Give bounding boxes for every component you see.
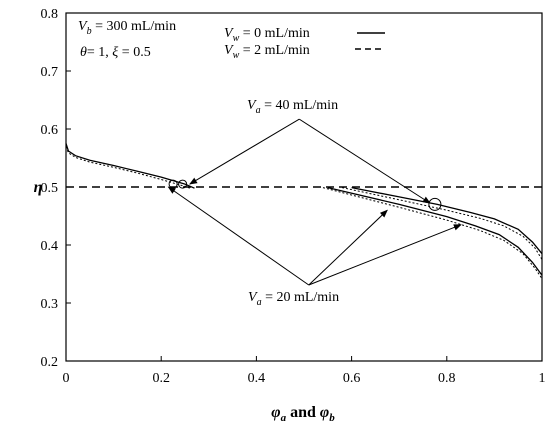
condition-vb: Vb = 300 mL/min bbox=[78, 19, 176, 37]
series-line-4 bbox=[327, 186, 543, 276]
y-tick-label: 0.8 bbox=[41, 7, 59, 22]
x-tick-label: 0.6 bbox=[343, 371, 361, 386]
intersection-marker-2 bbox=[428, 197, 442, 211]
series-line-2 bbox=[351, 186, 543, 255]
intersection-marker-1 bbox=[178, 179, 188, 189]
intersection-marker-0 bbox=[168, 179, 178, 189]
y-tick-label: 0.3 bbox=[41, 297, 59, 312]
annotation-arrow-0 bbox=[189, 118, 300, 185]
y-tick-label: 0.7 bbox=[41, 65, 59, 80]
series-line-3 bbox=[341, 187, 543, 260]
legend-entry-dashed: Vw = 2 mL/min bbox=[224, 43, 310, 61]
series-line-1 bbox=[65, 146, 190, 189]
x-axis-title: φa and φb bbox=[271, 404, 335, 424]
series-line-5 bbox=[322, 187, 543, 279]
y-tick-label: 0.5 bbox=[41, 181, 59, 196]
annotation-va-20: Va = 20 mL/min bbox=[248, 290, 339, 308]
arrow-group bbox=[167, 118, 462, 286]
x-tick-label: 0.4 bbox=[248, 371, 266, 386]
series-line-0 bbox=[65, 143, 195, 189]
legend: Vw = 0 mL/min Vw = 2 mL/min bbox=[224, 26, 385, 61]
annotation-arrow-3 bbox=[308, 209, 388, 286]
annotation-va-40: Va = 40 mL/min bbox=[247, 98, 338, 116]
y-axis-title: η bbox=[34, 179, 43, 196]
x-tick-label: 0.8 bbox=[438, 371, 456, 386]
condition-params: θ= 1, ξ = 0.5 bbox=[80, 45, 151, 60]
marker-group bbox=[168, 179, 442, 211]
x-tick-label: 0 bbox=[63, 371, 70, 386]
y-tick-label: 0.6 bbox=[41, 123, 59, 138]
series-group bbox=[65, 143, 543, 279]
annotation-arrow-4 bbox=[308, 224, 462, 286]
x-tick-label: 0.2 bbox=[152, 371, 170, 386]
x-tick-label: 1 bbox=[539, 371, 546, 386]
y-tick-label: 0.4 bbox=[41, 239, 59, 254]
tick-group: 0 0.2 0.4 0.6 0.8 1 0.2 0.3 0.4 0.5 0.6 0.7 0.8 bbox=[41, 7, 546, 386]
annotation-arrow-1 bbox=[298, 118, 431, 204]
legend-entry-solid: Vw = 0 mL/min bbox=[224, 26, 310, 44]
annotation-arrow-2 bbox=[167, 186, 310, 286]
y-tick-label: 0.2 bbox=[41, 355, 59, 370]
